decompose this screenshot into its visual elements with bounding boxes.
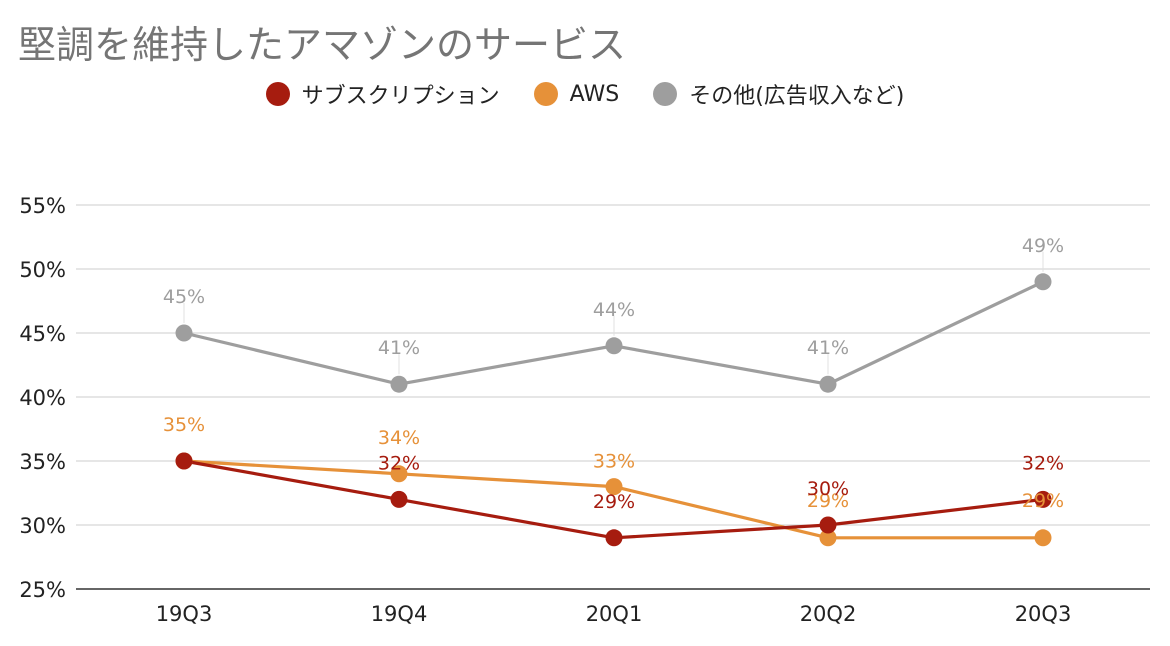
legend-label-subscription: サブスクリプション [301,84,500,109]
data-point [605,337,623,355]
data-point [390,375,408,393]
x-tick-label: 20Q2 [800,602,857,626]
legend: サブスクリプション AWS その他(広告収入など) [0,78,1170,110]
data-point [175,324,193,342]
y-tick-label: 55% [19,194,66,218]
data-label: 30% [807,478,849,500]
data-point [1034,273,1052,291]
data-point [819,529,837,547]
data-label: 41% [378,337,420,359]
y-tick-label: 50% [19,258,66,282]
data-label: 35% [163,414,205,436]
data-label: 32% [378,452,420,474]
legend-item-other[interactable]: その他(広告収入など) [653,78,904,110]
data-label: 29% [1022,490,1064,512]
data-label: 32% [1022,452,1064,474]
legend-swatch-aws [533,82,558,106]
data-point [605,478,623,496]
data-point [1034,529,1052,547]
x-tick-label: 20Q3 [1015,602,1072,626]
chart-title: 堅調を維持したアマゾンのサービス [18,23,627,67]
data-label: 33% [593,451,635,473]
legend-swatch-other [653,82,678,106]
data-label: 29% [807,490,849,512]
data-label: 49% [1022,235,1064,257]
data-label: 44% [593,299,635,321]
data-point [175,452,193,470]
legend-label-other: その他(広告収入など) [689,84,905,109]
y-tick-label: 40% [19,386,66,410]
data-label: 41% [807,337,849,359]
y-tick-label: 35% [19,450,66,474]
legend-label-aws: AWS [569,81,620,107]
x-tick-label: 19Q3 [156,602,213,626]
y-tick-label: 25% [19,578,66,602]
data-point [1034,490,1052,508]
data-label: 45% [163,286,205,308]
x-tick-label: 19Q4 [371,602,428,626]
y-tick-label: 30% [19,514,66,538]
legend-item-subscription[interactable]: サブスクリプション [265,78,500,110]
data-point [390,465,408,483]
data-label: 34% [378,427,420,449]
data-point [605,529,623,547]
data-label: 29% [593,491,635,513]
x-tick-label: 20Q1 [586,602,643,626]
legend-swatch-subscription [265,82,290,106]
legend-item-aws[interactable]: AWS [533,78,620,110]
data-point [819,375,837,393]
y-tick-label: 45% [19,322,66,346]
data-point [819,516,837,534]
data-point [390,490,408,508]
